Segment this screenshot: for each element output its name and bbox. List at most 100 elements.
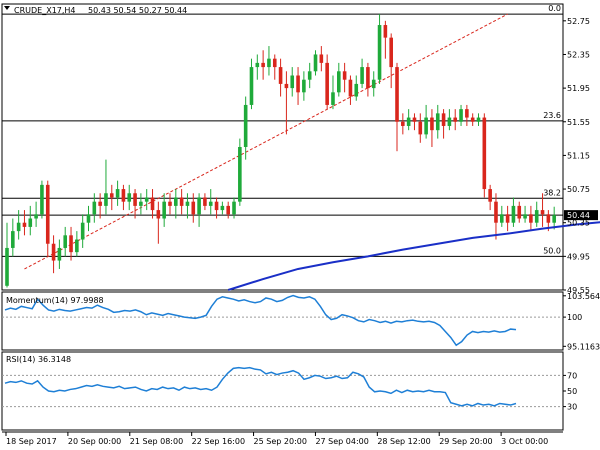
candle: [337, 62, 341, 97]
candle-body: [150, 197, 155, 211]
candle-body: [121, 189, 126, 202]
candle-body: [80, 222, 85, 240]
candle: [441, 109, 446, 139]
candle-body: [529, 214, 533, 223]
price-tick-label: 51.15: [567, 151, 590, 160]
candle-body: [465, 109, 469, 118]
candle-body: [185, 201, 190, 206]
candle: [45, 180, 50, 257]
candle-body: [232, 201, 236, 215]
candle: [156, 201, 161, 244]
candle: [139, 193, 143, 215]
candle-body: [127, 193, 132, 202]
candle: [302, 71, 306, 101]
candle: [290, 67, 295, 97]
candle-body: [86, 214, 91, 223]
candle: [208, 189, 213, 215]
candle-body: [499, 214, 504, 223]
candle: [5, 222, 9, 288]
candle: [34, 201, 38, 227]
candle: [488, 184, 492, 211]
momentum-tick-label: 95.1163: [567, 342, 600, 351]
candle-body: [505, 214, 510, 223]
candle-body: [249, 67, 254, 105]
momentum-tick-label: 103.5646: [567, 292, 600, 301]
candle-body: [412, 117, 417, 122]
candle-body: [197, 197, 201, 215]
candle: [22, 210, 27, 236]
candle: [51, 235, 56, 274]
candle: [150, 189, 155, 219]
price-panel: 50.44: [5, 13, 600, 291]
candle-body: [540, 210, 545, 215]
candle-body: [40, 184, 44, 215]
rsi-tick-label: 70: [567, 371, 577, 380]
candle: [238, 138, 242, 206]
price-tick-label: 49.55: [567, 286, 590, 295]
candle-body: [11, 231, 15, 248]
candle: [133, 189, 137, 219]
price-tick-label: 52.35: [567, 50, 590, 59]
candle-body: [389, 37, 393, 68]
candle-body: [272, 58, 277, 68]
candle: [267, 46, 271, 76]
candle: [342, 62, 347, 93]
candle-body: [331, 92, 335, 105]
candle: [272, 54, 277, 80]
candle-body: [98, 201, 102, 206]
price-tick-label: 51.55: [567, 118, 590, 127]
candle: [401, 113, 405, 135]
candle-body: [92, 201, 97, 215]
price-tick-label: 50.35: [567, 219, 590, 228]
candle-body: [63, 235, 68, 248]
candle-body: [45, 184, 50, 244]
candle-body: [534, 210, 539, 223]
candle-body: [517, 205, 522, 219]
candle-body: [156, 210, 161, 219]
candle-body: [552, 215, 556, 223]
candle-body: [69, 235, 73, 253]
candle: [529, 205, 533, 232]
candle: [447, 109, 452, 131]
candle-body: [115, 189, 120, 198]
time-tick-label: 3 Oct 00:00: [501, 437, 548, 446]
candle: [331, 75, 335, 110]
momentum-frame: [1, 291, 564, 351]
candle: [360, 58, 364, 89]
candle: [406, 109, 411, 131]
time-tick-label: 29 Sep 20:00: [439, 437, 492, 446]
candle: [226, 201, 230, 219]
candle-body: [296, 75, 300, 93]
candle: [179, 189, 184, 215]
candle-body: [174, 197, 178, 206]
candle: [162, 193, 166, 227]
candle: [499, 205, 504, 227]
candle-body: [208, 201, 213, 206]
candle: [494, 193, 498, 240]
candle-body: [360, 67, 364, 84]
candle-body: [16, 222, 21, 232]
candle: [255, 54, 260, 80]
triangle-down-icon[interactable]: [4, 6, 10, 10]
candle: [476, 113, 481, 126]
candle: [307, 62, 312, 89]
time-tick-label: 27 Sep 04:00: [315, 437, 368, 446]
candle-body: [214, 201, 219, 211]
candle: [354, 75, 359, 101]
candle-body: [348, 79, 353, 97]
candle-body: [203, 197, 207, 206]
candle-body: [476, 117, 481, 122]
candle: [69, 226, 73, 261]
candle-body: [401, 121, 405, 126]
candle: [424, 104, 428, 139]
candle: [505, 205, 510, 232]
candle: [517, 201, 522, 223]
candle-body: [337, 71, 341, 93]
time-tick-label: 21 Sep 08:00: [130, 437, 183, 446]
candle: [197, 193, 201, 227]
candle-body: [243, 104, 248, 147]
rsi-tick-label: 30: [567, 403, 577, 412]
candle: [174, 189, 178, 219]
candle-body: [371, 79, 376, 89]
